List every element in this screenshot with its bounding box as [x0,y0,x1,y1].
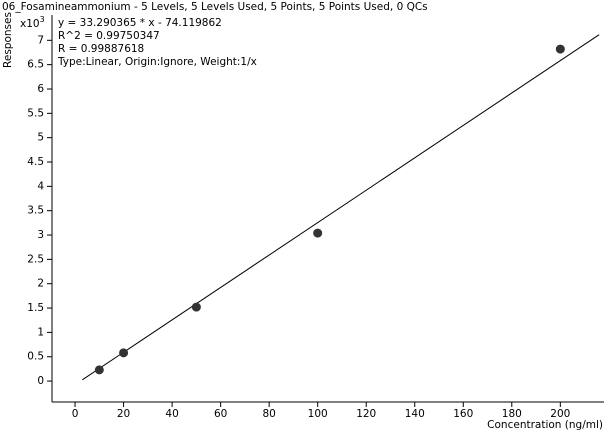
data-point [313,228,323,238]
data-point [94,365,104,375]
x-axis-label: Concentration (ng/ml) [487,419,603,431]
x-tick-label: 100 [308,408,328,420]
y-tick-label: 2 [37,278,44,290]
y-tick-label: 4.5 [27,156,44,168]
y-tick-label: 2.5 [27,253,44,265]
data-point [191,302,201,312]
data-point [555,44,565,54]
multiplier-base: x10 [20,18,40,30]
equation-line: Type:Linear, Origin:Ignore, Weight:1/x [57,56,257,68]
y-tick-label: 6 [37,83,44,95]
multiplier-exponent: 3 [40,15,45,24]
data-point [119,348,129,358]
y-tick-label: 1 [37,326,44,338]
x-tick-label: 180 [502,408,522,420]
equation-line: R^2 = 0.99750347 [58,30,160,42]
chart-title: 06_Fosamineammonium - 5 Levels, 5 Levels… [2,1,428,13]
fit-line [82,34,600,381]
x-tick-label: 160 [453,408,473,420]
y-tick-label: 1.5 [27,302,44,314]
x-tick-label: 140 [405,408,425,420]
y-tick-label: 5 [37,132,44,144]
x-tick-label: 40 [165,408,178,420]
y-tick-label: 6.5 [27,59,44,71]
x-tick-label: 20 [117,408,130,420]
y-tick-label: 3 [37,229,44,241]
y-tick-label: 3.5 [27,205,44,217]
equation-line: R = 0.99887618 [58,43,144,55]
x-tick-label: 80 [262,408,275,420]
y-tick-label: 7 [37,34,44,46]
x-tick-label: 200 [550,408,570,420]
y-tick-label: 5.5 [27,107,44,119]
y-tick-label: 4 [37,180,44,192]
equation-line: y = 33.290365 * x - 74.119862 [58,17,222,29]
x-tick-label: 60 [214,408,227,420]
y-multiplier: x103 [20,15,45,31]
y-axis-label: Responses [2,12,14,68]
x-tick-label: 0 [72,408,79,420]
y-tick-label: 0.5 [27,351,44,363]
x-tick-label: 120 [356,408,376,420]
y-tick-label: 0 [37,375,44,387]
